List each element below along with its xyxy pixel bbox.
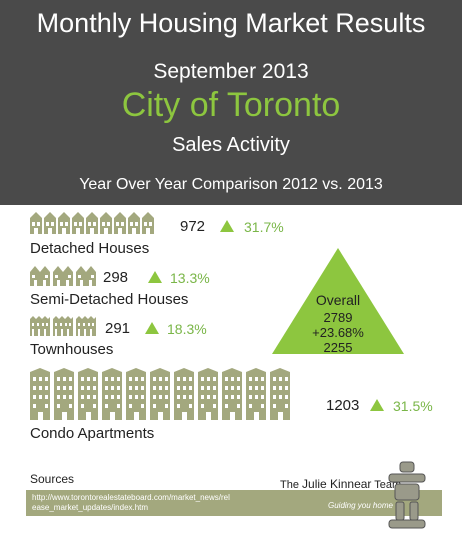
brand-name: Julie Kinnear bbox=[302, 477, 372, 491]
condo-count: 1203 bbox=[326, 397, 360, 414]
up-arrow-icon bbox=[145, 322, 159, 334]
report-subtitle: Sales Activity bbox=[172, 134, 290, 156]
inukshuk-icon bbox=[388, 461, 426, 529]
condo-change: 31.5% bbox=[393, 398, 433, 414]
townhouse-change: 18.3% bbox=[167, 321, 207, 337]
detached-count: 972 bbox=[180, 218, 206, 235]
detached-house-icon bbox=[30, 212, 154, 234]
overall-previous: 2255 bbox=[323, 340, 353, 355]
overall-current: 2789 bbox=[323, 310, 353, 325]
brand-logo: The Julie Kinnear Team bbox=[280, 477, 401, 491]
townhouse-icon bbox=[30, 316, 96, 336]
up-arrow-icon bbox=[220, 220, 234, 232]
condo-building-icon bbox=[30, 368, 290, 420]
city-name: City of Toronto bbox=[121, 86, 341, 124]
semi-detached-label: Semi-Detached Houses bbox=[30, 291, 189, 308]
overall-label: Overall bbox=[315, 292, 361, 308]
semi-detached-change: 13.3% bbox=[170, 270, 210, 286]
header-banner: Monthly Housing Market Results September… bbox=[0, 0, 462, 205]
up-arrow-icon bbox=[148, 271, 162, 283]
detached-label: Detached Houses bbox=[30, 240, 150, 257]
report-date: September 2013 bbox=[153, 60, 309, 83]
townhouse-label: Townhouses bbox=[30, 341, 114, 358]
sources-bar bbox=[26, 490, 442, 516]
overall-change: +23.68% bbox=[312, 325, 364, 340]
detached-change: 31.7% bbox=[244, 219, 284, 235]
semi-detached-count: 298 bbox=[103, 269, 129, 286]
up-arrow-icon bbox=[370, 399, 384, 411]
semi-detached-house-icon bbox=[30, 266, 96, 286]
comparison-caption: Year Over Year Comparison 2012 vs. 2013 bbox=[79, 176, 383, 193]
brand-tagline: Guiding you home bbox=[328, 501, 393, 510]
condo-label: Condo Apartments bbox=[30, 425, 155, 442]
townhouse-count: 291 bbox=[105, 320, 131, 337]
page-title: Monthly Housing Market Results bbox=[36, 8, 426, 38]
brand-prefix: The bbox=[280, 479, 299, 491]
overall-triangle bbox=[272, 248, 404, 354]
sources-label: Sources bbox=[30, 472, 75, 486]
sources-link[interactable]: http://www.torontorealestateboard.com/ma… bbox=[32, 493, 230, 512]
